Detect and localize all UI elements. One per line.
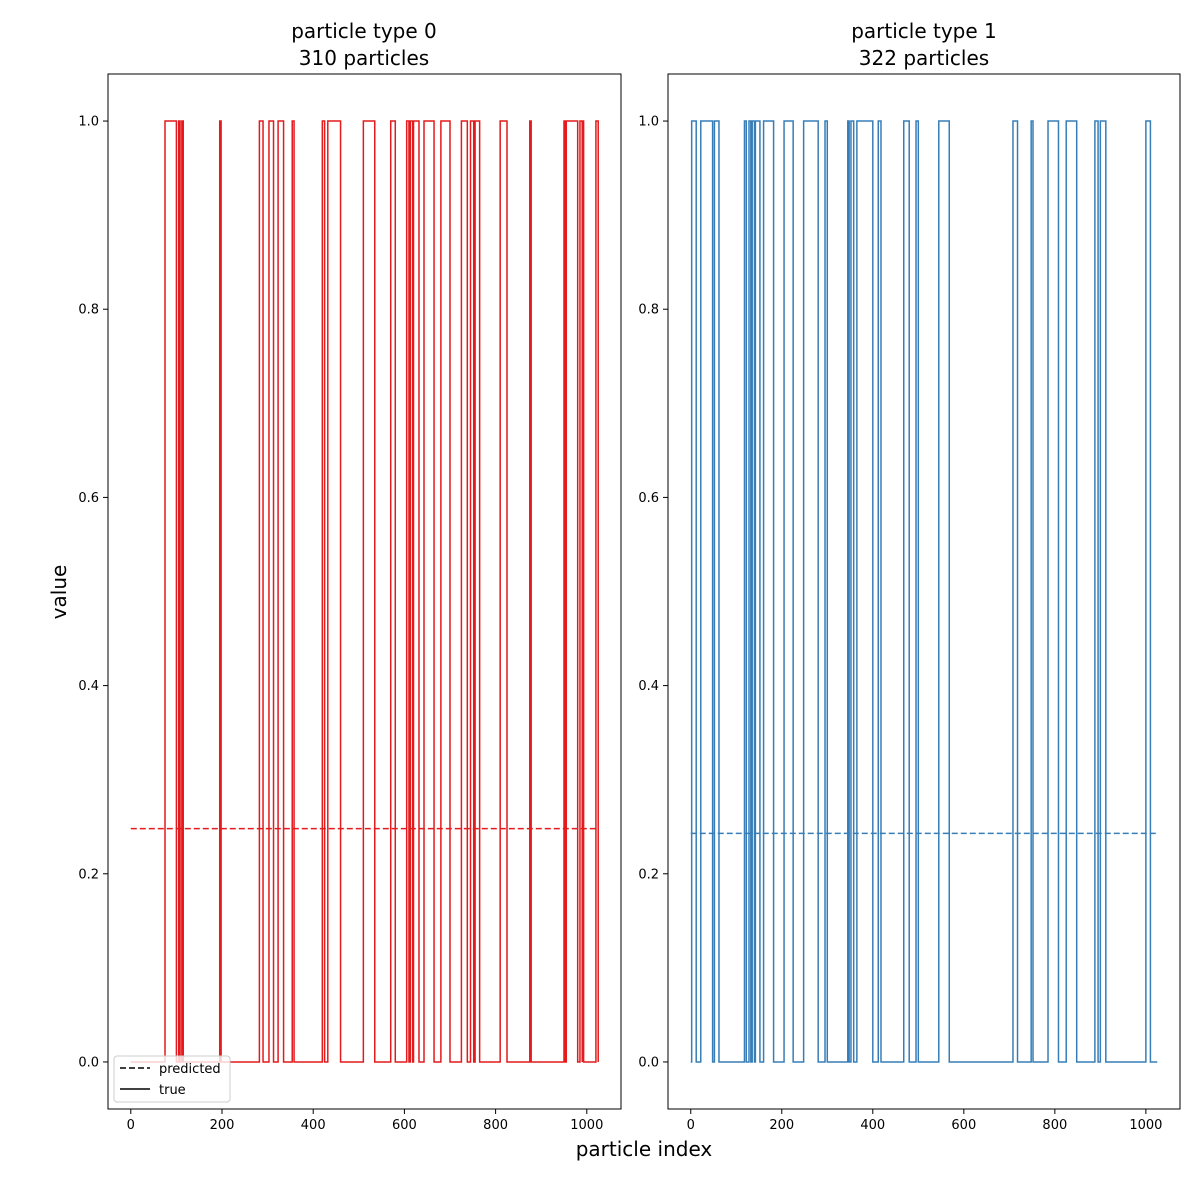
x-tick-label: 600 (951, 1118, 976, 1133)
panel-0-plot-area (130, 120, 599, 1063)
legend-true-label: true (159, 1083, 186, 1098)
panel-1-title-line2: 322 particles (859, 46, 989, 70)
panel-1-ticks: 0 200 400 600 800 1000 0.0 0.2 0.4 0.6 0.8 1.0 (638, 115, 1162, 1133)
panel-1-title-line1: particle type 1 (851, 19, 997, 43)
y-tick-label: 0.2 (78, 867, 99, 882)
y-tick-label: 0.2 (638, 867, 659, 882)
panel-type-1: particle type 1 322 particles 0 200 400 600… (638, 19, 1181, 1133)
x-tick-label: 0 (687, 1118, 695, 1133)
x-axis-label: particle index (576, 1137, 713, 1161)
y-tick-label: 0.4 (638, 679, 659, 694)
legend: predicted true (113, 1055, 231, 1103)
panel-1-plot-area (690, 120, 1158, 1063)
x-tick-label: 1000 (570, 1118, 603, 1133)
x-tick-label: 600 (392, 1118, 417, 1133)
y-tick-label: 0.8 (78, 303, 99, 318)
y-tick-label: 0.0 (638, 1055, 659, 1070)
x-tick-label: 1000 (1129, 1118, 1162, 1133)
x-tick-label: 200 (769, 1118, 794, 1133)
panel-0-frame (107, 73, 622, 1110)
x-tick-label: 800 (483, 1118, 508, 1133)
x-tick-label: 0 (127, 1118, 135, 1133)
y-tick-label: 1.0 (638, 115, 659, 130)
x-tick-label: 800 (1042, 1118, 1067, 1133)
x-tick-label: 400 (860, 1118, 885, 1133)
true-series-line (130, 120, 599, 1063)
true-series-line (690, 120, 1158, 1063)
y-tick-label: 0.6 (638, 491, 659, 506)
x-tick-label: 200 (210, 1118, 235, 1133)
y-tick-label: 0.4 (78, 679, 99, 694)
y-axis-label: value (47, 565, 71, 620)
panel-0-ticks: 0 200 400 600 800 1000 0.0 0.2 0.4 0.6 0.8 1.0 (78, 115, 603, 1133)
y-tick-label: 0.0 (78, 1055, 99, 1070)
panel-1-frame (667, 73, 1181, 1110)
panel-type-0: particle type 0 310 particles 0 200 400 600… (78, 19, 622, 1133)
legend-predicted-label: predicted (159, 1062, 221, 1077)
x-tick-label: 400 (301, 1118, 326, 1133)
y-tick-label: 0.6 (78, 491, 99, 506)
panel-0-title-line1: particle type 0 (291, 19, 437, 43)
panel-0-title-line2: 310 particles (299, 46, 429, 70)
y-tick-label: 1.0 (78, 115, 99, 130)
y-tick-label: 0.8 (638, 303, 659, 318)
